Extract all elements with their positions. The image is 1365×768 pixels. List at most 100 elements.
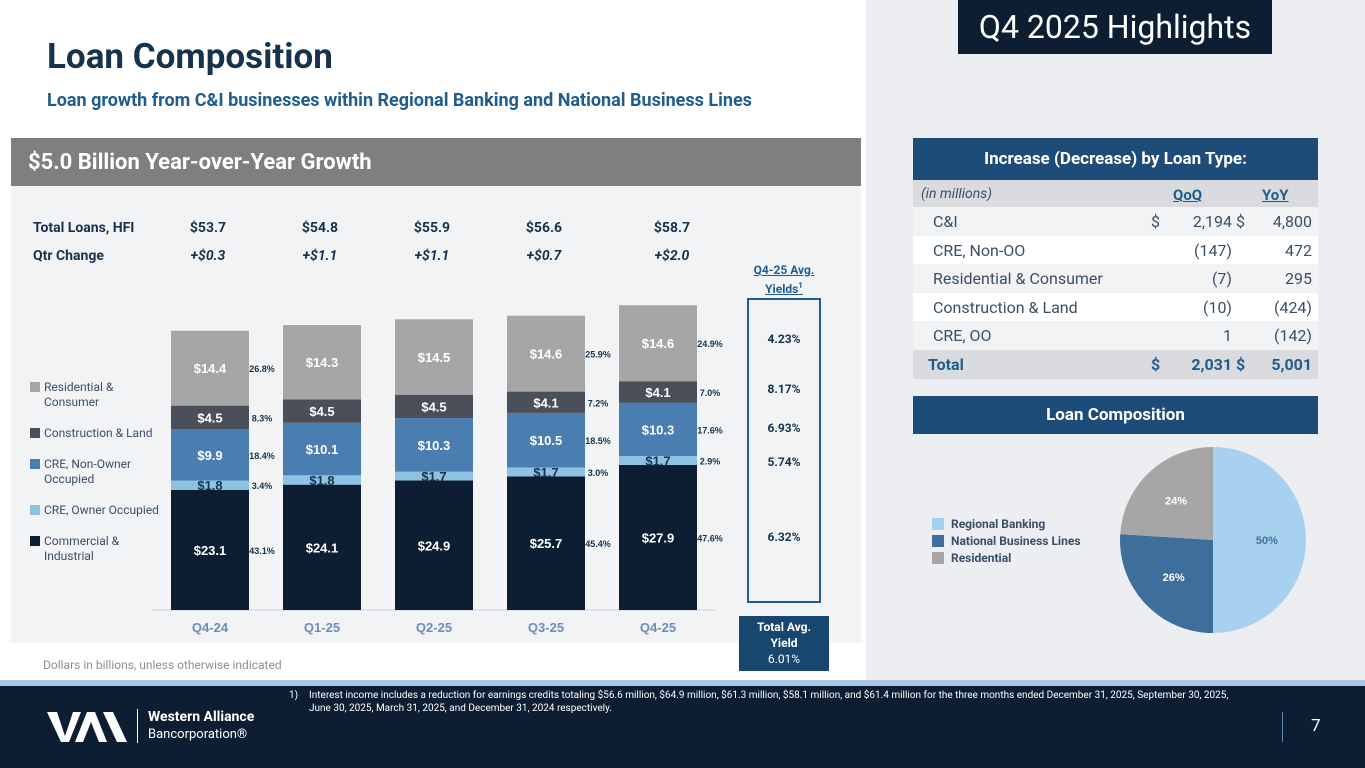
yield-commercial: 6.32% <box>767 530 801 544</box>
bar-value-label: $1.7 <box>645 454 670 469</box>
legend-swatch <box>30 536 40 546</box>
loan-table-total-cur2: $ <box>1236 355 1246 374</box>
bar-value-label: $4.5 <box>309 404 334 419</box>
pie-legend-label: Regional Banking <box>951 517 1046 531</box>
percent-label: 18.5% <box>585 436 611 446</box>
bar-segment <box>619 464 697 610</box>
logo-line-1: Western Alliance <box>148 709 255 725</box>
percent-label: 47.6% <box>697 533 723 543</box>
loan-table-row-yoy: 295 <box>1285 269 1312 289</box>
loan-table-row-label: CRE, OO <box>933 326 992 346</box>
percent-label: 25.9% <box>585 350 611 360</box>
bar-value-label: $14.5 <box>418 350 451 365</box>
legend-swatch <box>932 552 944 564</box>
yield-residential: 4.23% <box>767 332 801 346</box>
units-note: Dollars in billions, unless otherwise in… <box>43 658 282 672</box>
loan-table-header: Increase (Decrease) by Loan Type: <box>913 138 1318 180</box>
bar-value-label: $14.6 <box>642 336 675 351</box>
bar-value-label: $23.1 <box>194 543 227 558</box>
total-loans-value: $58.7 <box>653 220 691 236</box>
total-yield-value: 6.01% <box>767 652 801 666</box>
pie-slice <box>1120 447 1213 540</box>
legend-label: CRE, Non-Owner Occupied <box>44 457 132 486</box>
bar-segment <box>283 422 361 476</box>
loan-table-col-qoq: QoQ <box>1173 186 1203 204</box>
loan-table-row-label: Residential & Consumer <box>933 269 1103 289</box>
bar-value-label: $4.5 <box>421 399 446 414</box>
loan-table-row-yoy: 4,800 <box>1272 212 1312 231</box>
bar-value-label: $25.7 <box>530 536 563 551</box>
bar-segment <box>395 319 473 395</box>
pie-chart: 50% 26% 24% <box>1120 447 1306 633</box>
bar-segment <box>171 489 249 610</box>
bar-segment <box>283 325 361 400</box>
loan-table-units: (in millions) <box>921 186 992 202</box>
logo-mark-icon <box>47 712 127 742</box>
footnote-number: 1) <box>289 690 299 701</box>
loan-table-row: C&I $2,194 $4,800 <box>913 207 1318 236</box>
bar-value-label: $4.1 <box>645 385 670 400</box>
percent-label: 24.9% <box>697 339 723 349</box>
loan-table-row: Construction & Land (10) (424) <box>913 292 1318 322</box>
pie-slice-label: 24% <box>1165 496 1187 508</box>
pie-legend-residential: Residential <box>932 551 1011 565</box>
pie-legend-regional: Regional Banking <box>932 517 1045 531</box>
loan-table-row-qoq: 1 <box>1223 326 1232 346</box>
bar-segment <box>507 467 585 477</box>
loan-table-total-qoq: 2,031 <box>1191 355 1232 374</box>
percent-label: 18.4% <box>249 451 275 461</box>
qtr-change-value: +$1.1 <box>302 248 338 264</box>
loan-table-row-qoq: (147) <box>1193 240 1232 260</box>
bar-value-label: $14.6 <box>530 347 563 362</box>
legend-swatch <box>30 505 40 515</box>
page-separator <box>1282 712 1283 742</box>
bar-value-label: $9.9 <box>197 448 222 463</box>
loan-table-row-qoq: 2,194 <box>1192 212 1232 231</box>
legend-label: Residential & Consumer <box>44 380 114 409</box>
yields-box <box>747 298 821 603</box>
bar-value-label: $4.5 <box>197 410 222 425</box>
bar-value-label: $14.4 <box>194 361 227 376</box>
footnote-text: Interest income includes a reduction for… <box>309 690 1229 714</box>
loan-table-row-label: C&I <box>933 212 958 231</box>
pie-legend-label: Residential <box>951 551 1012 565</box>
total-loans-value: $55.9 <box>413 220 451 236</box>
bar-segment <box>619 305 697 382</box>
yield-cre-owner: 5.74% <box>767 455 801 469</box>
legend-label: CRE, Owner Occupied <box>44 503 159 517</box>
loan-table-row-label: CRE, Non-OO <box>933 240 1026 260</box>
loan-table-row-qoq: (10) <box>1202 297 1232 317</box>
growth-banner: $5.0 Billion Year-over-Year Growth <box>11 138 861 186</box>
yields-title: Q4-25 Avg. Yields1 <box>740 262 828 297</box>
pie-slice <box>1120 534 1213 633</box>
loan-table-row-qoq: (7) <box>1211 269 1232 289</box>
qtr-change-value: +$2.0 <box>654 248 690 264</box>
bar-value-label: $10.1 <box>306 442 339 457</box>
legend-label: Commercial & Industrial <box>44 534 120 563</box>
x-tick-label: Q2-25 <box>416 620 452 635</box>
bar-value-label: $27.9 <box>642 530 675 545</box>
total-yield-label-2: Yield <box>770 636 798 650</box>
bar-value-label: $24.1 <box>306 540 339 555</box>
bar-value-label: $14.3 <box>306 355 339 370</box>
bar-segment <box>507 476 585 610</box>
bar-value-label: $1.7 <box>533 465 558 480</box>
loan-table-total-row: Total $ 2,031 $ 5,001 <box>913 350 1318 379</box>
footnote: 1) Interest income includes a reduction … <box>289 689 1239 715</box>
legend-swatch <box>30 382 40 392</box>
bar-segment <box>507 315 585 392</box>
bar-segment <box>619 402 697 457</box>
yields-superscript: 1 <box>798 281 803 290</box>
total-loans-value: $56.6 <box>525 220 563 236</box>
legend-swatch <box>932 518 944 530</box>
loan-table-row-label: Construction & Land <box>933 297 1078 317</box>
bar-segment <box>395 394 473 419</box>
legend-swatch <box>30 459 40 469</box>
total-yield-box: Total Avg. Yield 6.01% <box>739 616 829 671</box>
percent-label: 7.2% <box>588 398 609 408</box>
loan-table-row-yoy: (424) <box>1273 297 1312 317</box>
loan-table-total-label: Total <box>928 355 964 374</box>
total-loans-value: $53.7 <box>189 220 227 236</box>
loan-table-row-cur2: $ <box>1236 212 1245 231</box>
percent-label: 3.4% <box>252 481 273 491</box>
